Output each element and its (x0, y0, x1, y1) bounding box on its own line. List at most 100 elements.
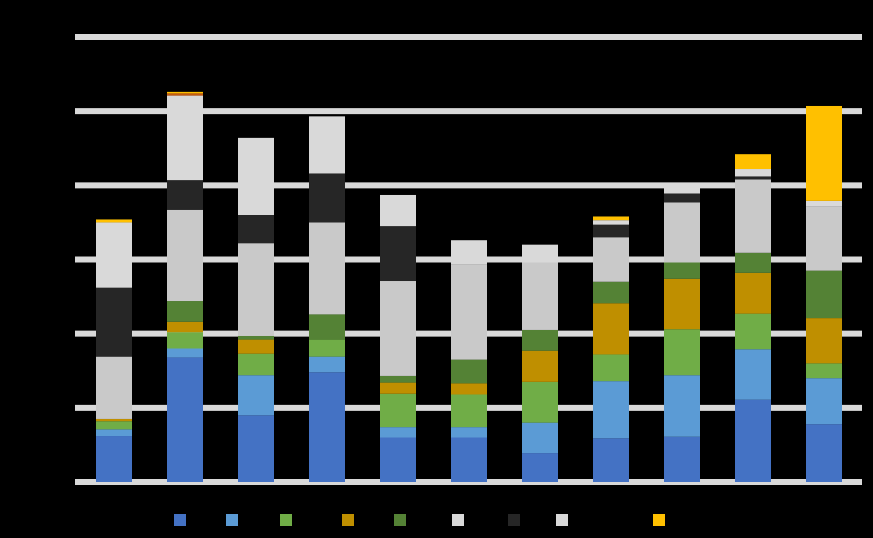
bar-segment-6-6 (451, 264, 487, 360)
bar-segment-1-3 (96, 421, 132, 430)
bar-segment-6-4 (451, 383, 487, 395)
bar-segment-1-6 (96, 356, 132, 419)
bar-stack-4 (309, 116, 345, 482)
bar-segment-2-3 (167, 332, 203, 349)
bar-segment-4-8 (309, 116, 345, 174)
bar-stack-1 (96, 219, 132, 482)
legend-swatch-4 (342, 514, 354, 526)
legend-swatch-9 (653, 514, 665, 526)
bar-segment-2-2 (167, 348, 203, 358)
bar-segment-9-8 (664, 187, 700, 194)
bar-segment-8-1 (593, 438, 629, 482)
bar-segment-5-6 (380, 281, 416, 376)
bar-segment-11-5 (806, 270, 842, 319)
bar-segment-6-5 (451, 359, 487, 384)
bar-segment-5-1 (380, 437, 416, 482)
bar-segment-2-7 (167, 180, 203, 210)
bar-stack-9 (664, 187, 700, 482)
bars (96, 91, 842, 482)
bar-segment-11-8 (806, 200, 842, 207)
bar-segment-4-5 (309, 314, 345, 340)
bar-stack-6 (451, 240, 487, 482)
bar-segment-8-2 (593, 381, 629, 439)
legend-swatch-1 (174, 514, 186, 526)
legend-swatch-6 (452, 514, 464, 526)
bar-segment-8-6 (593, 237, 629, 282)
bar-segment-7-8 (522, 244, 558, 263)
bar-segment-1-4 (96, 418, 132, 422)
bar-segment-3-2 (238, 375, 274, 416)
bar-segment-5-3 (380, 393, 416, 428)
bar-stack-3 (238, 137, 274, 482)
bar-segment-11-1 (806, 424, 842, 482)
bar-segment-7-3 (522, 381, 558, 423)
bar-stack-8 (593, 216, 629, 482)
bar-stack-2 (167, 91, 203, 482)
bar-segment-7-1 (522, 453, 558, 482)
bar-segment-3-6 (238, 243, 274, 336)
bar-segment-9-7 (664, 193, 700, 203)
bar-segment-4-3 (309, 339, 345, 357)
bar-segment-8-5 (593, 281, 629, 304)
bar-segment-7-4 (522, 350, 558, 382)
bar-segment-10-8 (735, 169, 771, 177)
bar-segment-8-4 (593, 303, 629, 355)
bar-segment-10-4 (735, 272, 771, 314)
bar-segment-5-2 (380, 427, 416, 438)
bar-segment-2-1 (167, 357, 203, 482)
legend-swatch-7 (508, 514, 520, 526)
bar-segment-3-8 (238, 137, 274, 215)
bar-segment-6-8 (451, 240, 487, 265)
bar-segment-1-8 (96, 222, 132, 288)
bar-segment-3-1 (238, 415, 274, 482)
bar-segment-9-2 (664, 375, 700, 437)
bar-segment-5-5 (380, 375, 416, 383)
bar-segment-3-4 (238, 339, 274, 354)
bar-segment-2-8 (167, 95, 203, 181)
bar-stack-5 (380, 194, 416, 482)
bar-segment-11-2 (806, 378, 842, 425)
bar-segment-3-7 (238, 215, 274, 244)
legend (174, 514, 665, 526)
bar-segment-1-1 (96, 436, 132, 482)
bar-segment-2-4 (167, 321, 203, 333)
bar-segment-9-1 (664, 436, 700, 482)
legend-swatch-5 (394, 514, 406, 526)
bar-segment-2-9 (167, 93, 203, 96)
bar-stack-11 (806, 105, 842, 482)
legend-swatch-3 (280, 514, 292, 526)
bar-segment-10-6 (735, 179, 771, 253)
bar-segment-10-3 (735, 313, 771, 350)
bar-segment-7-5 (522, 329, 558, 351)
bar-segment-4-2 (309, 356, 345, 373)
bar-segment-2-6 (167, 209, 203, 302)
bar-segment-11-3 (806, 363, 842, 379)
bar-segment-9-4 (664, 278, 700, 330)
bar-segment-9-6 (664, 202, 700, 263)
bar-segment-5-4 (380, 382, 416, 394)
bar-segment-4-7 (309, 173, 345, 223)
bar-segment-5-7 (380, 226, 416, 282)
bar-segment-10-7 (735, 176, 771, 180)
bar-segment-4-6 (309, 222, 345, 315)
bar-segment-4-1 (309, 372, 345, 482)
legend-swatch-8 (556, 514, 568, 526)
bar-segment-7-6 (522, 262, 558, 330)
bar-segment-3-5 (238, 335, 274, 340)
bar-segment-7-2 (522, 422, 558, 454)
bar-segment-10-2 (735, 349, 771, 400)
bar-segment-2-5 (167, 301, 203, 322)
bar-segment-6-3 (451, 394, 487, 428)
bar-segment-9-5 (664, 262, 700, 279)
bar-segment-10-5 (735, 252, 771, 273)
bar-segment-8-3 (593, 354, 629, 382)
legend-swatch-2 (226, 514, 238, 526)
bar-segment-6-2 (451, 427, 487, 438)
bar-segment-2-10 (167, 91, 203, 94)
bar-segment-1-10 (96, 219, 132, 223)
bar-segment-10-10 (735, 154, 771, 170)
bar-segment-8-10 (593, 216, 629, 221)
bar-stack-10 (735, 154, 771, 482)
